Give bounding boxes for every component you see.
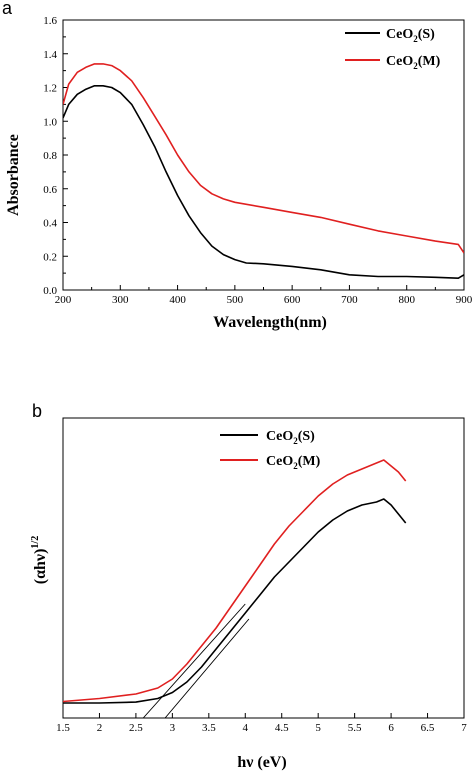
panel-a-y-tick-label: 1.4 (43, 49, 57, 61)
panel-a-series-line-1 (63, 85, 464, 279)
panel-b-tangent-line-1 (142, 603, 246, 718)
panel-a-x-axis-title: Wavelength(nm) (213, 314, 327, 331)
panel-a-x-tick-label: 900 (456, 294, 473, 306)
panel-a-x-tick-label: 300 (112, 294, 129, 306)
panel-a-y-tick-label: 0.2 (43, 251, 57, 263)
panel-b-x-tick-label: 5 (315, 722, 321, 734)
panel-a-x-tick-label: 700 (341, 294, 358, 306)
panel-b-x-tick-label: 6.5 (421, 722, 435, 734)
panel-b-tangent-line-2 (164, 618, 250, 718)
panel-a-x-tick-label: 200 (55, 294, 72, 306)
panel-a-series-line-2 (63, 63, 464, 254)
panel-b-letter: b (32, 401, 42, 421)
panel-a-y-tick-label: 0.8 (43, 150, 57, 162)
panel-a-legend-label-1: CeO2(S) (386, 27, 435, 44)
panel-a-y-tick-label: 0.0 (43, 285, 57, 297)
panel-a-x-tick-label: 500 (227, 294, 244, 306)
panel-b-x-tick-label: 1.5 (56, 722, 70, 734)
panel-a-x-tick-label: 800 (398, 294, 415, 306)
panel-b-legend-label-1: CeO2(S) (266, 429, 315, 446)
panel-b-x-tick-label: 2 (97, 722, 103, 734)
panel-a-x-tick-label: 600 (284, 294, 301, 306)
panel-b-legend-label-2: CeO2(M) (266, 454, 321, 471)
panel-a-y-tick-label: 0.4 (43, 218, 57, 230)
panel-b-plot-frame (62, 417, 465, 719)
panel-a-y-tick-label: 1.0 (43, 116, 57, 128)
panel-b-x-tick-label: 4 (243, 722, 249, 734)
panel-b-x-tick-label: 3.5 (202, 722, 216, 734)
panel-a-letter: a (2, 0, 13, 18)
panel-b-x-tick-label: 7 (461, 722, 467, 734)
panel-b-y-axis-title: (αhν)1/2 (30, 536, 49, 584)
panel-b-x-tick-label: 6 (388, 722, 394, 734)
chart-panel-b: 1.5 2 2.5 3 3.5 4 4.5 5 5.5 6 6.5 7 CeO2(S) CeO2(M) hν… (30, 417, 467, 771)
panel-a-legend-label-2: CeO2(M) (386, 54, 441, 71)
panel-b-series-line-2 (63, 459, 407, 703)
panel-b-x-tick-label: 2.5 (129, 722, 143, 734)
chart-panel-a: 200 300 400 500 600 700 800 900 0.0 0.2 0.4 0.6 0.8 1… (5, 15, 473, 331)
panel-a-y-axis-title: Absorbance (5, 134, 22, 216)
panel-a-y-tick-label: 0.6 (43, 184, 57, 196)
panel-a-y-tick-label: 1.2 (43, 83, 57, 95)
panel-a-y-tick-label: 1.6 (43, 15, 57, 27)
panel-b-x-tick-label: 5.5 (348, 722, 362, 734)
panel-b-x-axis-title: hν (eV) (237, 754, 286, 771)
panel-b-series-line-1 (63, 498, 407, 704)
panel-b-x-tick-label: 3 (170, 722, 176, 734)
panel-a-x-tick-label: 400 (169, 294, 186, 306)
panel-b-x-tick-label: 4.5 (275, 722, 289, 734)
